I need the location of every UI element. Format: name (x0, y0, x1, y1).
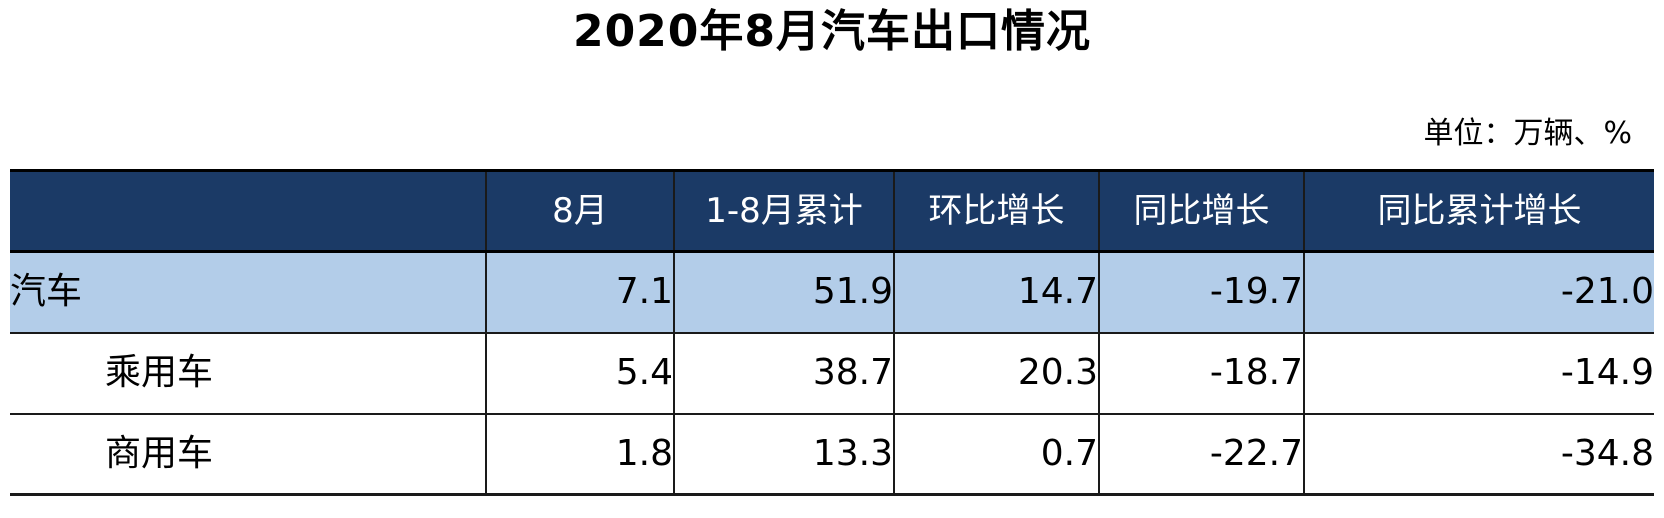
table-row: 乘用车 5.4 38.7 20.3 -18.7 -14.9 (10, 332, 1654, 414)
cell-yoy-cumulative-growth: -34.8 (1303, 413, 1654, 495)
cell-august: 1.8 (485, 413, 674, 495)
unit-label: 单位：万辆、% (1423, 116, 1632, 151)
cell-yoy-growth: -22.7 (1098, 413, 1304, 495)
cell-cumulative: 13.3 (673, 413, 894, 495)
header-august: 8月 (485, 170, 674, 252)
cell-yoy-cumulative-growth: -21.0 (1303, 251, 1654, 333)
cell-mom-growth: 0.7 (893, 413, 1099, 495)
cell-cumulative: 51.9 (673, 251, 894, 333)
cell-yoy-growth: -18.7 (1098, 332, 1304, 414)
cell-yoy-growth: -19.7 (1098, 251, 1304, 333)
header-mom-growth: 环比增长 (893, 170, 1099, 252)
row-label: 乘用车 (105, 352, 214, 393)
table-row: 汽车 7.1 51.9 14.7 -19.7 -21.0 (10, 251, 1654, 333)
page-title: 2020年8月汽车出口情况 (572, 6, 1092, 57)
header-cumulative: 1-8月累计 (673, 170, 894, 252)
cell-august: 7.1 (485, 251, 674, 333)
export-table: 8月 1-8月累计 环比增长 同比增长 同比累计增长 汽车 7.1 51.9 1… (10, 169, 1654, 496)
header-yoy-cumulative-growth: 同比累计增长 (1303, 170, 1654, 252)
cell-mom-growth: 14.7 (893, 251, 1099, 333)
cell-august: 5.4 (485, 332, 674, 414)
cell-mom-growth: 20.3 (893, 332, 1099, 414)
row-label: 商用车 (105, 432, 214, 474)
row-label: 汽车 (10, 271, 83, 313)
cell-cumulative: 38.7 (673, 332, 894, 414)
table-header-row: 8月 1-8月累计 环比增长 同比增长 同比累计增长 (10, 170, 1654, 252)
header-yoy-growth: 同比增长 (1098, 170, 1304, 252)
header-category (10, 171, 486, 252)
table-row: 商用车 1.8 13.3 0.7 -22.7 -34.8 (10, 413, 1654, 495)
cell-yoy-cumulative-growth: -14.9 (1303, 332, 1654, 414)
